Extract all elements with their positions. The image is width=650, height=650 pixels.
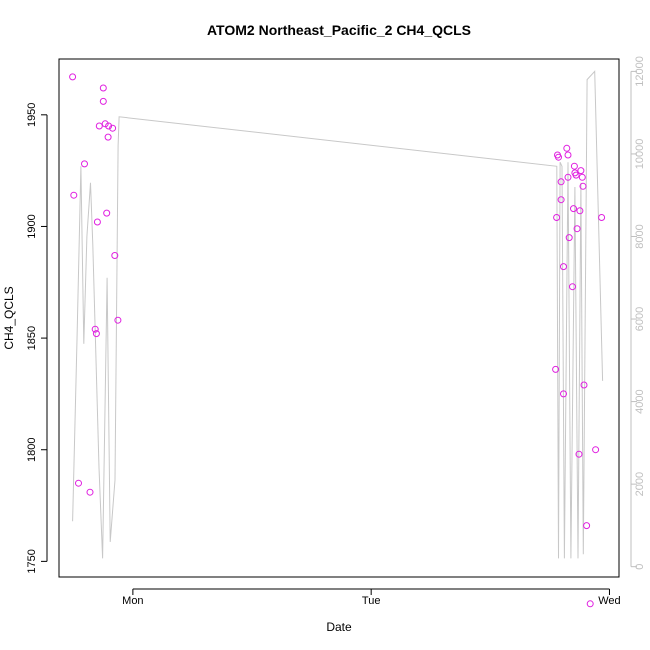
data-point	[557, 196, 565, 204]
data-point	[81, 160, 88, 168]
data-point	[570, 205, 577, 213]
data-point	[70, 191, 78, 199]
y-right-tick-label: 6000	[634, 307, 646, 331]
data-point	[560, 390, 567, 398]
data-point	[103, 209, 111, 217]
data-point	[552, 365, 560, 373]
x-axis-label: Date	[326, 620, 352, 634]
data-point	[557, 178, 565, 186]
data-point	[573, 225, 581, 233]
y-left-tick-label: 1850	[26, 326, 38, 350]
data-point	[93, 218, 101, 226]
data-point	[580, 381, 588, 389]
y-axis-right: 0 2000 4000 6000 8000 10000 12000	[630, 56, 646, 570]
y-right-tick-label: 4000	[634, 389, 646, 413]
data-point	[553, 214, 561, 221]
y-right-tick-label: 2000	[634, 472, 646, 496]
data-point	[105, 122, 113, 130]
altitude-line-layer	[72, 70, 604, 559]
data-point	[99, 97, 107, 105]
chart-title: ATOM2 Northeast_Pacific_2 CH4_QCLS	[207, 22, 471, 38]
data-points-layer	[69, 73, 606, 608]
data-point	[570, 162, 578, 170]
plot-frame	[58, 58, 620, 578]
y-right-tick-label: 10000	[634, 139, 646, 170]
y-left-tick-label: 1750	[26, 549, 38, 573]
data-point	[91, 325, 99, 333]
y-left-tick-label: 1800	[26, 437, 38, 461]
data-point	[569, 283, 576, 291]
y-right-tick-label: 8000	[634, 224, 646, 248]
data-point	[86, 488, 94, 496]
data-point	[69, 73, 77, 81]
data-point	[598, 214, 606, 221]
data-point	[114, 316, 122, 324]
altitude-series-line	[72, 70, 604, 559]
data-point	[75, 479, 82, 487]
data-point	[92, 330, 100, 338]
y-axis-left: 1750 1800 1850 1900 1950	[26, 103, 48, 574]
y-left-tick-label: 1900	[26, 214, 38, 238]
data-point	[564, 151, 572, 159]
y-right-tick-label: 12000	[634, 56, 646, 87]
data-point	[109, 124, 117, 132]
data-point	[95, 122, 103, 130]
data-point	[104, 133, 112, 141]
data-point	[592, 446, 600, 454]
y-axis-label: CH4_QCLS	[2, 286, 16, 349]
y-left-tick-label: 1950	[26, 103, 38, 127]
data-point	[576, 207, 584, 215]
x-tick-label: Tue	[362, 595, 381, 607]
data-point	[563, 144, 571, 152]
y-right-tick-label: 0	[634, 564, 646, 570]
data-point	[586, 600, 594, 608]
data-point	[578, 173, 586, 181]
data-point	[577, 167, 585, 175]
data-point	[99, 84, 107, 92]
data-point	[579, 182, 587, 190]
data-point	[565, 234, 573, 242]
x-axis: Mon Tue Wed	[122, 588, 621, 607]
data-point	[572, 171, 580, 179]
data-point	[111, 252, 119, 259]
data-point	[564, 173, 572, 181]
data-point	[575, 450, 583, 458]
data-point	[583, 522, 591, 530]
x-tick-label: Wed	[598, 595, 620, 607]
data-point	[555, 153, 562, 161]
data-point	[560, 263, 567, 271]
x-tick-label: Mon	[122, 595, 143, 607]
